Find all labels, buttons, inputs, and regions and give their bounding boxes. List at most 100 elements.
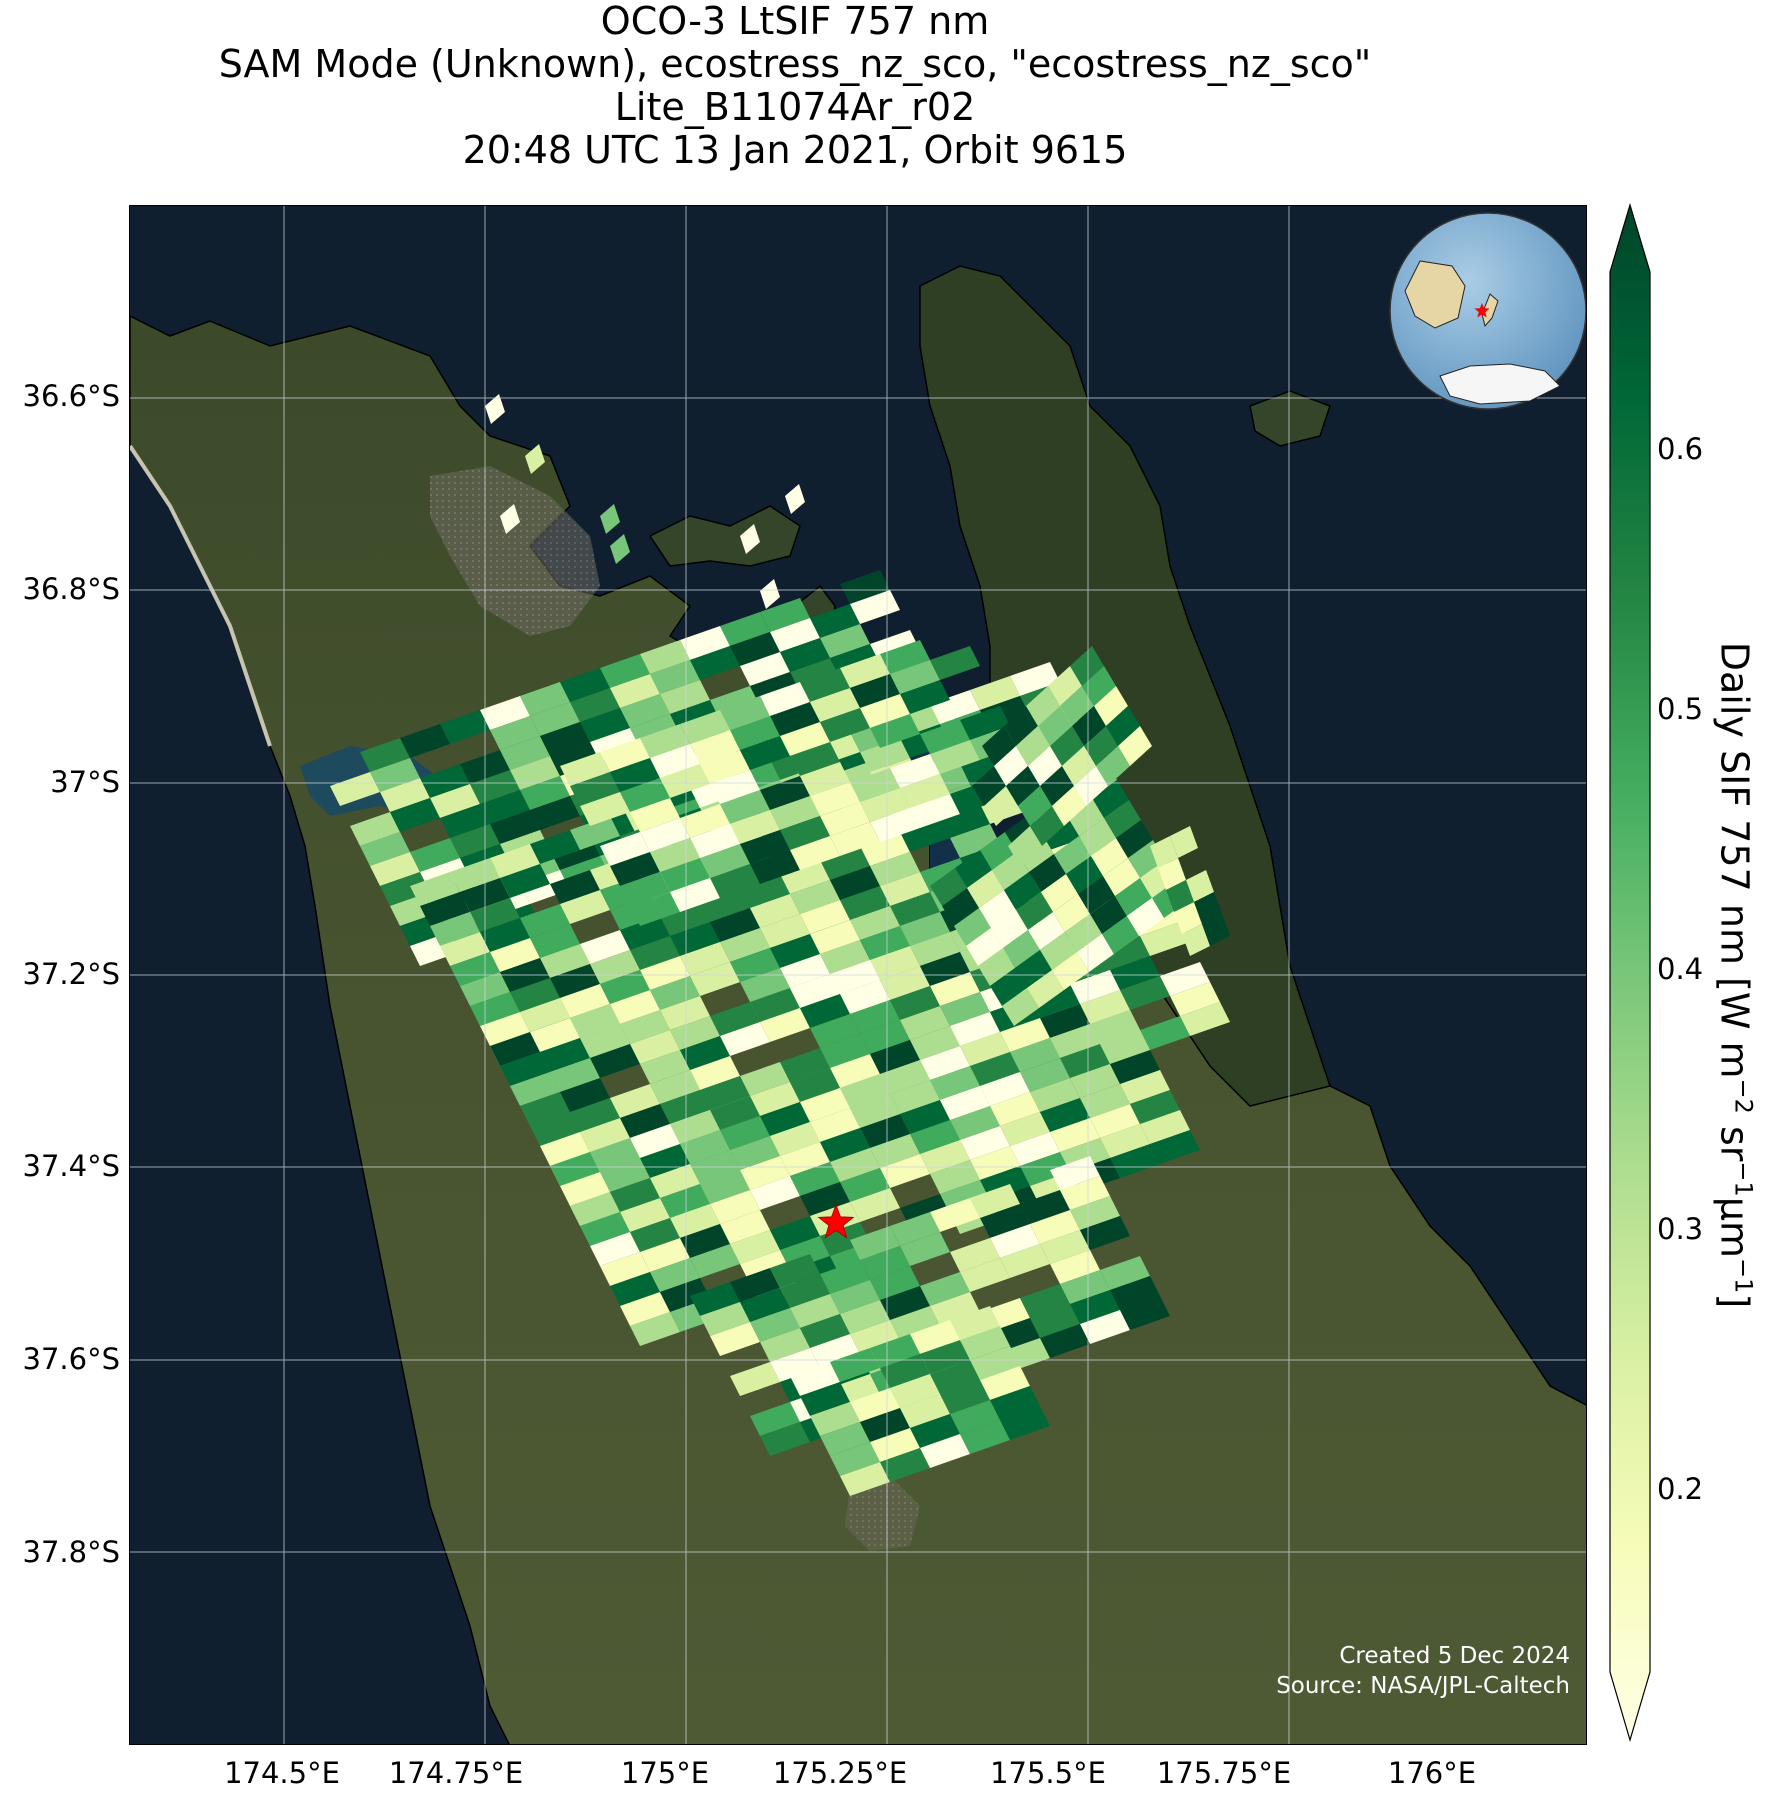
sif-footprint bbox=[830, 1054, 880, 1088]
sif-footprint bbox=[970, 676, 1020, 710]
sif-footprint bbox=[1010, 1038, 1060, 1072]
sif-footprint bbox=[840, 980, 890, 1014]
sif-footprint bbox=[630, 1218, 680, 1252]
sif-footprint bbox=[810, 604, 860, 638]
sif-footprint bbox=[590, 1232, 640, 1266]
colorbar-tick: 0.5 bbox=[1657, 692, 1704, 726]
sif-footprint bbox=[1018, 786, 1052, 826]
title-line-3: Lite_B11074Ar_r02 bbox=[614, 85, 976, 129]
sif-footprint bbox=[1110, 1144, 1160, 1178]
sif-footprint bbox=[720, 1116, 770, 1150]
sif-footprint bbox=[900, 1394, 950, 1428]
sif-footprint bbox=[680, 626, 730, 660]
sif-footprint bbox=[740, 830, 790, 864]
sif-footprint bbox=[1080, 1310, 1130, 1344]
sif-footprint bbox=[890, 986, 940, 1020]
sif-footprint bbox=[410, 838, 460, 872]
sif-footprint bbox=[600, 654, 650, 688]
sif-footprint bbox=[1030, 1304, 1080, 1338]
sif-footprint bbox=[950, 1106, 1000, 1140]
sif-footprint bbox=[720, 612, 770, 646]
sif-footprint bbox=[1040, 1098, 1090, 1132]
sif-footprint bbox=[660, 1090, 710, 1124]
sif-footprint bbox=[1052, 786, 1086, 826]
sif-footprint bbox=[720, 928, 770, 962]
sif-footprint bbox=[660, 680, 710, 714]
sif-footprint bbox=[380, 872, 430, 906]
sif-footprint bbox=[960, 1420, 1010, 1454]
y-tick-label: 37.2°S bbox=[22, 957, 120, 991]
sif-footprint bbox=[780, 954, 830, 988]
sif-footprint bbox=[540, 722, 590, 756]
sif-footprint bbox=[770, 1348, 820, 1382]
sif-footprint bbox=[860, 832, 910, 866]
sif-footprint bbox=[830, 1442, 880, 1476]
sif-footprint bbox=[620, 1010, 670, 1044]
x-tick-label: 175.25°E bbox=[772, 1756, 908, 1790]
sif-footprint bbox=[710, 908, 760, 942]
sif-footprint bbox=[1194, 892, 1222, 924]
sif-footprint bbox=[640, 1238, 690, 1272]
sif-footprint bbox=[810, 1402, 860, 1436]
sif-footprint bbox=[750, 1082, 800, 1116]
sif-footprint bbox=[870, 1134, 920, 1168]
y-tick-label: 36.8°S bbox=[22, 572, 120, 606]
sif-footprint bbox=[830, 822, 880, 856]
sif-footprint bbox=[790, 974, 840, 1008]
sif-footprint bbox=[1016, 726, 1050, 766]
sif-footprint bbox=[690, 1244, 740, 1278]
sif-footprint bbox=[680, 1224, 730, 1258]
sif-footprint bbox=[620, 1198, 670, 1232]
sif-footprint bbox=[730, 1268, 780, 1302]
sif-footprint bbox=[570, 772, 620, 806]
sif-footprint bbox=[860, 1020, 910, 1054]
sif-footprint bbox=[860, 788, 910, 822]
sif-footprint bbox=[820, 846, 870, 880]
sif-footprint bbox=[780, 816, 830, 850]
sif-footprint bbox=[1020, 1190, 1070, 1224]
sif-footprint bbox=[490, 938, 540, 972]
sif-footprint bbox=[1020, 1058, 1070, 1092]
sif-footprint bbox=[750, 988, 800, 1022]
sif-footprint bbox=[800, 994, 850, 1028]
sif-footprint bbox=[590, 1138, 640, 1172]
sif-footprint bbox=[870, 946, 920, 980]
sif-footprint bbox=[480, 1012, 530, 1046]
globe-australia bbox=[1404, 260, 1466, 329]
sif-footprint bbox=[510, 1072, 560, 1106]
sif-footprint bbox=[890, 1080, 940, 1114]
sif-footprint bbox=[800, 762, 850, 796]
sif-footprint bbox=[740, 1288, 790, 1322]
sif-footprint bbox=[940, 1086, 990, 1120]
sif-footprint bbox=[980, 1072, 1030, 1106]
sif-footprint bbox=[1080, 1084, 1130, 1118]
sif-footprint bbox=[600, 1252, 650, 1286]
sif-footprint bbox=[770, 796, 820, 830]
sif-footprint bbox=[710, 1096, 760, 1130]
sif-footprint bbox=[900, 1100, 950, 1134]
sif-footprint bbox=[420, 892, 470, 926]
sif-footprint bbox=[730, 810, 780, 844]
sif-footprint bbox=[770, 1122, 820, 1156]
sif-footprint bbox=[1065, 914, 1102, 952]
sif-footprint bbox=[720, 696, 770, 730]
chart-title: OCO-3 LtSIF 757 nm SAM Mode (Unknown), e… bbox=[0, 0, 1590, 172]
sif-footprint bbox=[1091, 838, 1128, 876]
sif-footprint bbox=[1015, 950, 1052, 988]
sif-footprint bbox=[560, 984, 610, 1018]
x-tick-label: 175.5°E bbox=[990, 1756, 1106, 1790]
sif-footprint bbox=[1050, 726, 1084, 766]
sif-footprint bbox=[750, 850, 800, 884]
sif-footprint bbox=[960, 1326, 1010, 1360]
sif-footprint bbox=[500, 1052, 550, 1086]
sif-footprint bbox=[800, 1182, 850, 1216]
map-panel[interactable] bbox=[129, 205, 1587, 1745]
sif-footprint bbox=[980, 1204, 1030, 1238]
sif-footprint bbox=[520, 776, 570, 810]
sif-footprint bbox=[740, 652, 790, 686]
sif-footprint bbox=[760, 1102, 810, 1136]
sif-footprint bbox=[610, 852, 660, 886]
sif-footprint bbox=[1070, 1064, 1120, 1098]
sif-footprint bbox=[800, 1088, 850, 1122]
sif-footprint bbox=[640, 1144, 690, 1178]
